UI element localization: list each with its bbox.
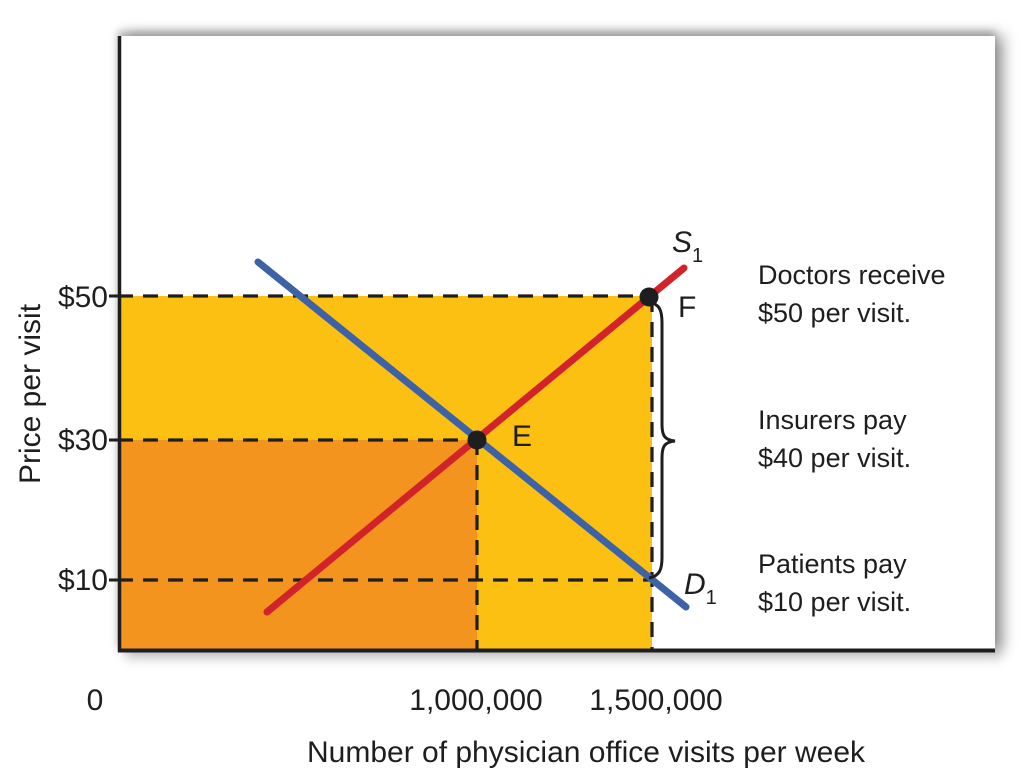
annotation-patients: Patients pay $10 per visit.: [758, 549, 911, 617]
point-F-label: F: [678, 291, 696, 324]
demand-curve-label: D1: [684, 568, 717, 609]
ytick-30-label: $30: [58, 424, 108, 457]
ytick-10-label: $10: [58, 564, 108, 597]
point-E-dot: [467, 430, 487, 450]
annotation-doctors-line1: Doctors receive: [758, 260, 946, 290]
point-F-dot: [639, 287, 659, 307]
region-patients-pay: [118, 440, 477, 651]
annotation-patients-line2: $10 per visit.: [758, 587, 911, 617]
xtick-0-label: 0: [87, 684, 104, 717]
y-axis-title: Price per visit: [14, 303, 47, 484]
supply-curve-label: S1: [672, 226, 703, 267]
annotation-patients-line1: Patients pay: [758, 549, 907, 579]
x-axis-title: Number of physician office visits per we…: [307, 736, 866, 769]
annotation-insurers-line1: Insurers pay: [758, 405, 907, 435]
annotation-insurers: Insurers pay $40 per visit.: [758, 405, 911, 473]
annotation-doctors: Doctors receive $50 per visit.: [758, 260, 946, 328]
ytick-50-label: $50: [58, 281, 108, 314]
annotation-doctors-line2: $50 per visit.: [758, 298, 911, 328]
xtick-1000000-label: 1,000,000: [409, 684, 542, 717]
point-E-label: E: [512, 420, 532, 453]
annotation-insurers-line2: $40 per visit.: [758, 443, 911, 473]
price-gap-brace: [648, 300, 676, 580]
xtick-1500000-label: 1,500,000: [589, 684, 722, 717]
